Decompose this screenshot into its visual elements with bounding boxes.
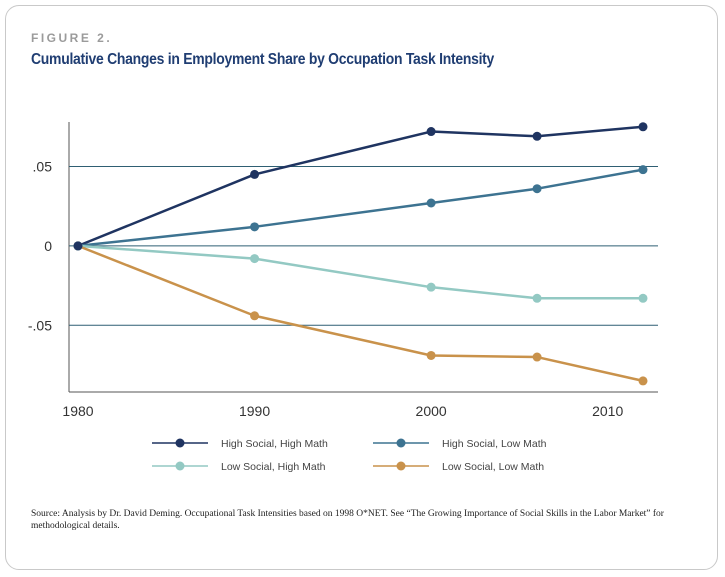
data-point	[426, 127, 436, 137]
series-line	[77, 244, 643, 300]
legend-swatch-dot	[175, 461, 185, 471]
series-line	[77, 125, 644, 248]
legend-label: High Social, Low Math	[442, 438, 547, 450]
data-point	[73, 241, 83, 251]
data-point	[638, 165, 648, 175]
data-point	[532, 131, 542, 141]
data-point	[638, 376, 648, 386]
source-note: Source: Analysis by Dr. David Deming. Oc…	[31, 509, 664, 531]
data-point	[250, 254, 260, 264]
x-tick-label: 2010	[592, 403, 623, 419]
chart-title: Cumulative Changes in Employment Share b…	[31, 51, 495, 68]
series-line	[77, 244, 644, 383]
series-line	[77, 168, 644, 248]
x-tick-label: 1990	[239, 403, 270, 419]
data-point	[250, 222, 260, 232]
legend-swatch-dot	[175, 438, 185, 448]
data-point	[250, 311, 260, 321]
figure-card	[5, 5, 718, 570]
legend-label: High Social, High Math	[221, 438, 328, 450]
x-tick-label: 2000	[416, 403, 447, 419]
figure-eyebrow: FIGURE 2.	[31, 31, 113, 45]
legend-label: Low Social, Low Math	[442, 461, 544, 473]
y-tick-label: .05	[33, 158, 53, 174]
data-point	[532, 352, 542, 362]
y-tick-label: -.05	[28, 317, 52, 333]
data-point	[532, 293, 542, 303]
legend-swatch-dot	[396, 438, 406, 448]
data-point	[638, 122, 648, 132]
data-point	[426, 350, 436, 360]
x-tick-label: 1980	[62, 403, 93, 419]
data-point	[426, 198, 436, 208]
data-point	[532, 184, 542, 194]
data-point	[638, 293, 648, 303]
y-tick-label: 0	[44, 238, 52, 254]
data-point	[426, 282, 436, 292]
legend-label: Low Social, High Math	[221, 461, 326, 473]
data-point	[250, 169, 260, 179]
legend-swatch-dot	[396, 461, 406, 471]
